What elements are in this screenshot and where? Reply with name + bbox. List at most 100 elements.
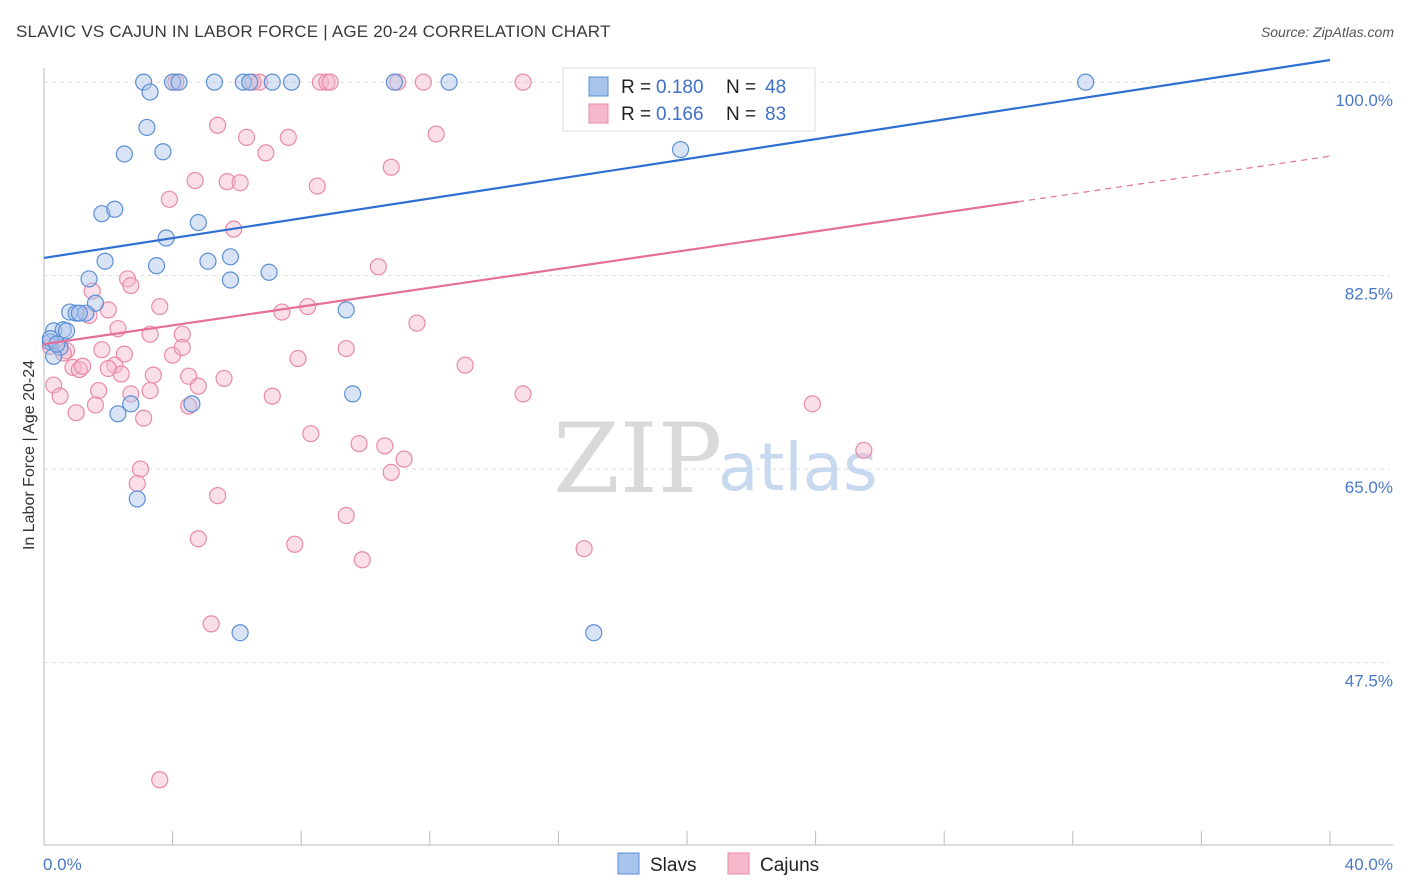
slavs-point	[263, 73, 281, 91]
bottom-legend-slavs: Slavs	[650, 855, 696, 876]
legend-r-value-cajuns: 0.166	[656, 104, 704, 125]
slavs-point	[77, 304, 95, 322]
legend-r-value-slavs: 0.180	[656, 77, 704, 98]
slavs-point	[96, 252, 114, 270]
cajuns-point	[369, 258, 387, 276]
cajuns-point	[93, 341, 111, 359]
legend-swatch-cajuns	[588, 103, 609, 124]
trend-lines	[43, 58, 1331, 346]
slavs-point	[57, 322, 76, 340]
bottom-legend-cajuns: Cajuns	[760, 855, 819, 876]
slavs-point	[440, 73, 458, 91]
slavs-point	[80, 270, 98, 288]
legend-n-label-cajuns: N =	[726, 104, 756, 125]
legend-n-value-cajuns: 83	[765, 104, 786, 125]
cajuns-point	[337, 506, 355, 525]
cajuns-point	[151, 297, 169, 316]
slavs-point	[1077, 73, 1095, 91]
watermark-atlas: atlas	[718, 429, 878, 506]
slavs-point	[337, 301, 355, 319]
cajuns-point	[202, 615, 220, 633]
cajuns-point	[122, 385, 140, 403]
slavs-point	[189, 213, 207, 232]
slavs-point	[199, 252, 217, 270]
cajuns-point	[456, 356, 474, 374]
chart-title: SLAVIC VS CAJUN IN LABOR FORCE | AGE 20-…	[16, 22, 611, 41]
cajuns-trend-line	[43, 200, 1019, 346]
cajuns-point	[73, 357, 92, 375]
cajuns-point	[237, 128, 256, 146]
slavs-point	[164, 73, 182, 91]
slavs-point	[147, 257, 166, 275]
y-tick-label: 100.0%	[1335, 91, 1393, 110]
slavs-point	[141, 83, 159, 101]
slavs-point	[260, 263, 278, 281]
cajuns-point	[215, 369, 233, 388]
watermark-zip: ZIP	[553, 403, 722, 515]
cajuns-point	[308, 177, 326, 195]
slavs-point	[221, 248, 240, 266]
cajuns-point	[90, 381, 108, 400]
slavs-point	[231, 624, 249, 642]
y-tick-labels: 100.0% 82.5% 65.0% 47.5%	[1335, 91, 1393, 690]
x-tick-label: 40.0%	[1345, 855, 1393, 874]
cajuns-point	[321, 73, 339, 91]
cajuns-point	[427, 125, 445, 143]
cajuns-point	[302, 425, 320, 443]
slavs-point	[70, 304, 88, 322]
cajuns-point	[70, 360, 88, 379]
cajuns-point	[408, 314, 426, 332]
cajuns-point	[279, 128, 297, 146]
cajuns-point	[218, 173, 236, 191]
cajuns-point	[575, 540, 593, 558]
slavs-point	[221, 271, 240, 289]
cajuns-point	[54, 344, 72, 362]
cajuns-point	[395, 450, 413, 468]
slavs-point	[170, 73, 188, 91]
x-tick-label: 0.0%	[43, 855, 82, 874]
cajuns-point	[99, 359, 117, 378]
slavs-point	[93, 205, 111, 223]
slavs-point	[183, 395, 201, 413]
x-tick-labels: 0.0% 40.0%	[43, 855, 1393, 874]
legend-n-value-slavs: 48	[765, 77, 786, 98]
cajuns-point	[112, 365, 130, 383]
source-label: Source: ZipAtlas.com	[1260, 24, 1394, 40]
cajuns-trend-extension	[1018, 155, 1331, 203]
cajuns-point	[135, 409, 153, 427]
y-tick-label: 82.5%	[1345, 285, 1393, 304]
cajuns-point	[189, 530, 207, 548]
cajuns-points	[41, 73, 873, 789]
cajuns-point	[855, 441, 873, 459]
y-tick-label: 47.5%	[1345, 672, 1393, 691]
cajuns-point	[67, 404, 85, 422]
slavs-points	[41, 73, 1095, 642]
legend-r-label-slavs: R =	[621, 77, 651, 98]
cajuns-point	[86, 396, 105, 414]
cajuns-point	[803, 395, 821, 413]
cajuns-point	[115, 345, 133, 363]
cajuns-point	[131, 460, 150, 478]
cajuns-point	[173, 325, 191, 343]
slavs-point	[344, 385, 362, 403]
stats-legend: R = 0.180 N = 48 R = 0.166 N = 83	[562, 67, 816, 132]
y-axis-label: In Labor Force | Age 20-24	[21, 360, 38, 550]
slavs-point	[115, 145, 133, 163]
cajuns-point	[311, 73, 330, 91]
cajuns-point	[186, 171, 204, 190]
cajuns-point	[514, 385, 532, 403]
cajuns-point	[151, 771, 169, 789]
slavs-point	[135, 73, 153, 91]
cajuns-point	[376, 437, 394, 455]
cajuns-point	[514, 73, 532, 91]
slavs-point	[106, 200, 124, 218]
cajuns-point	[160, 190, 178, 208]
cajuns-point	[189, 377, 207, 395]
cajuns-point	[382, 463, 400, 482]
cajuns-point	[128, 474, 146, 493]
cajuns-point	[209, 116, 227, 134]
cajuns-point	[414, 73, 432, 91]
slavs-point	[138, 118, 156, 137]
cajuns-point	[289, 349, 307, 368]
slavs-point	[385, 73, 404, 91]
